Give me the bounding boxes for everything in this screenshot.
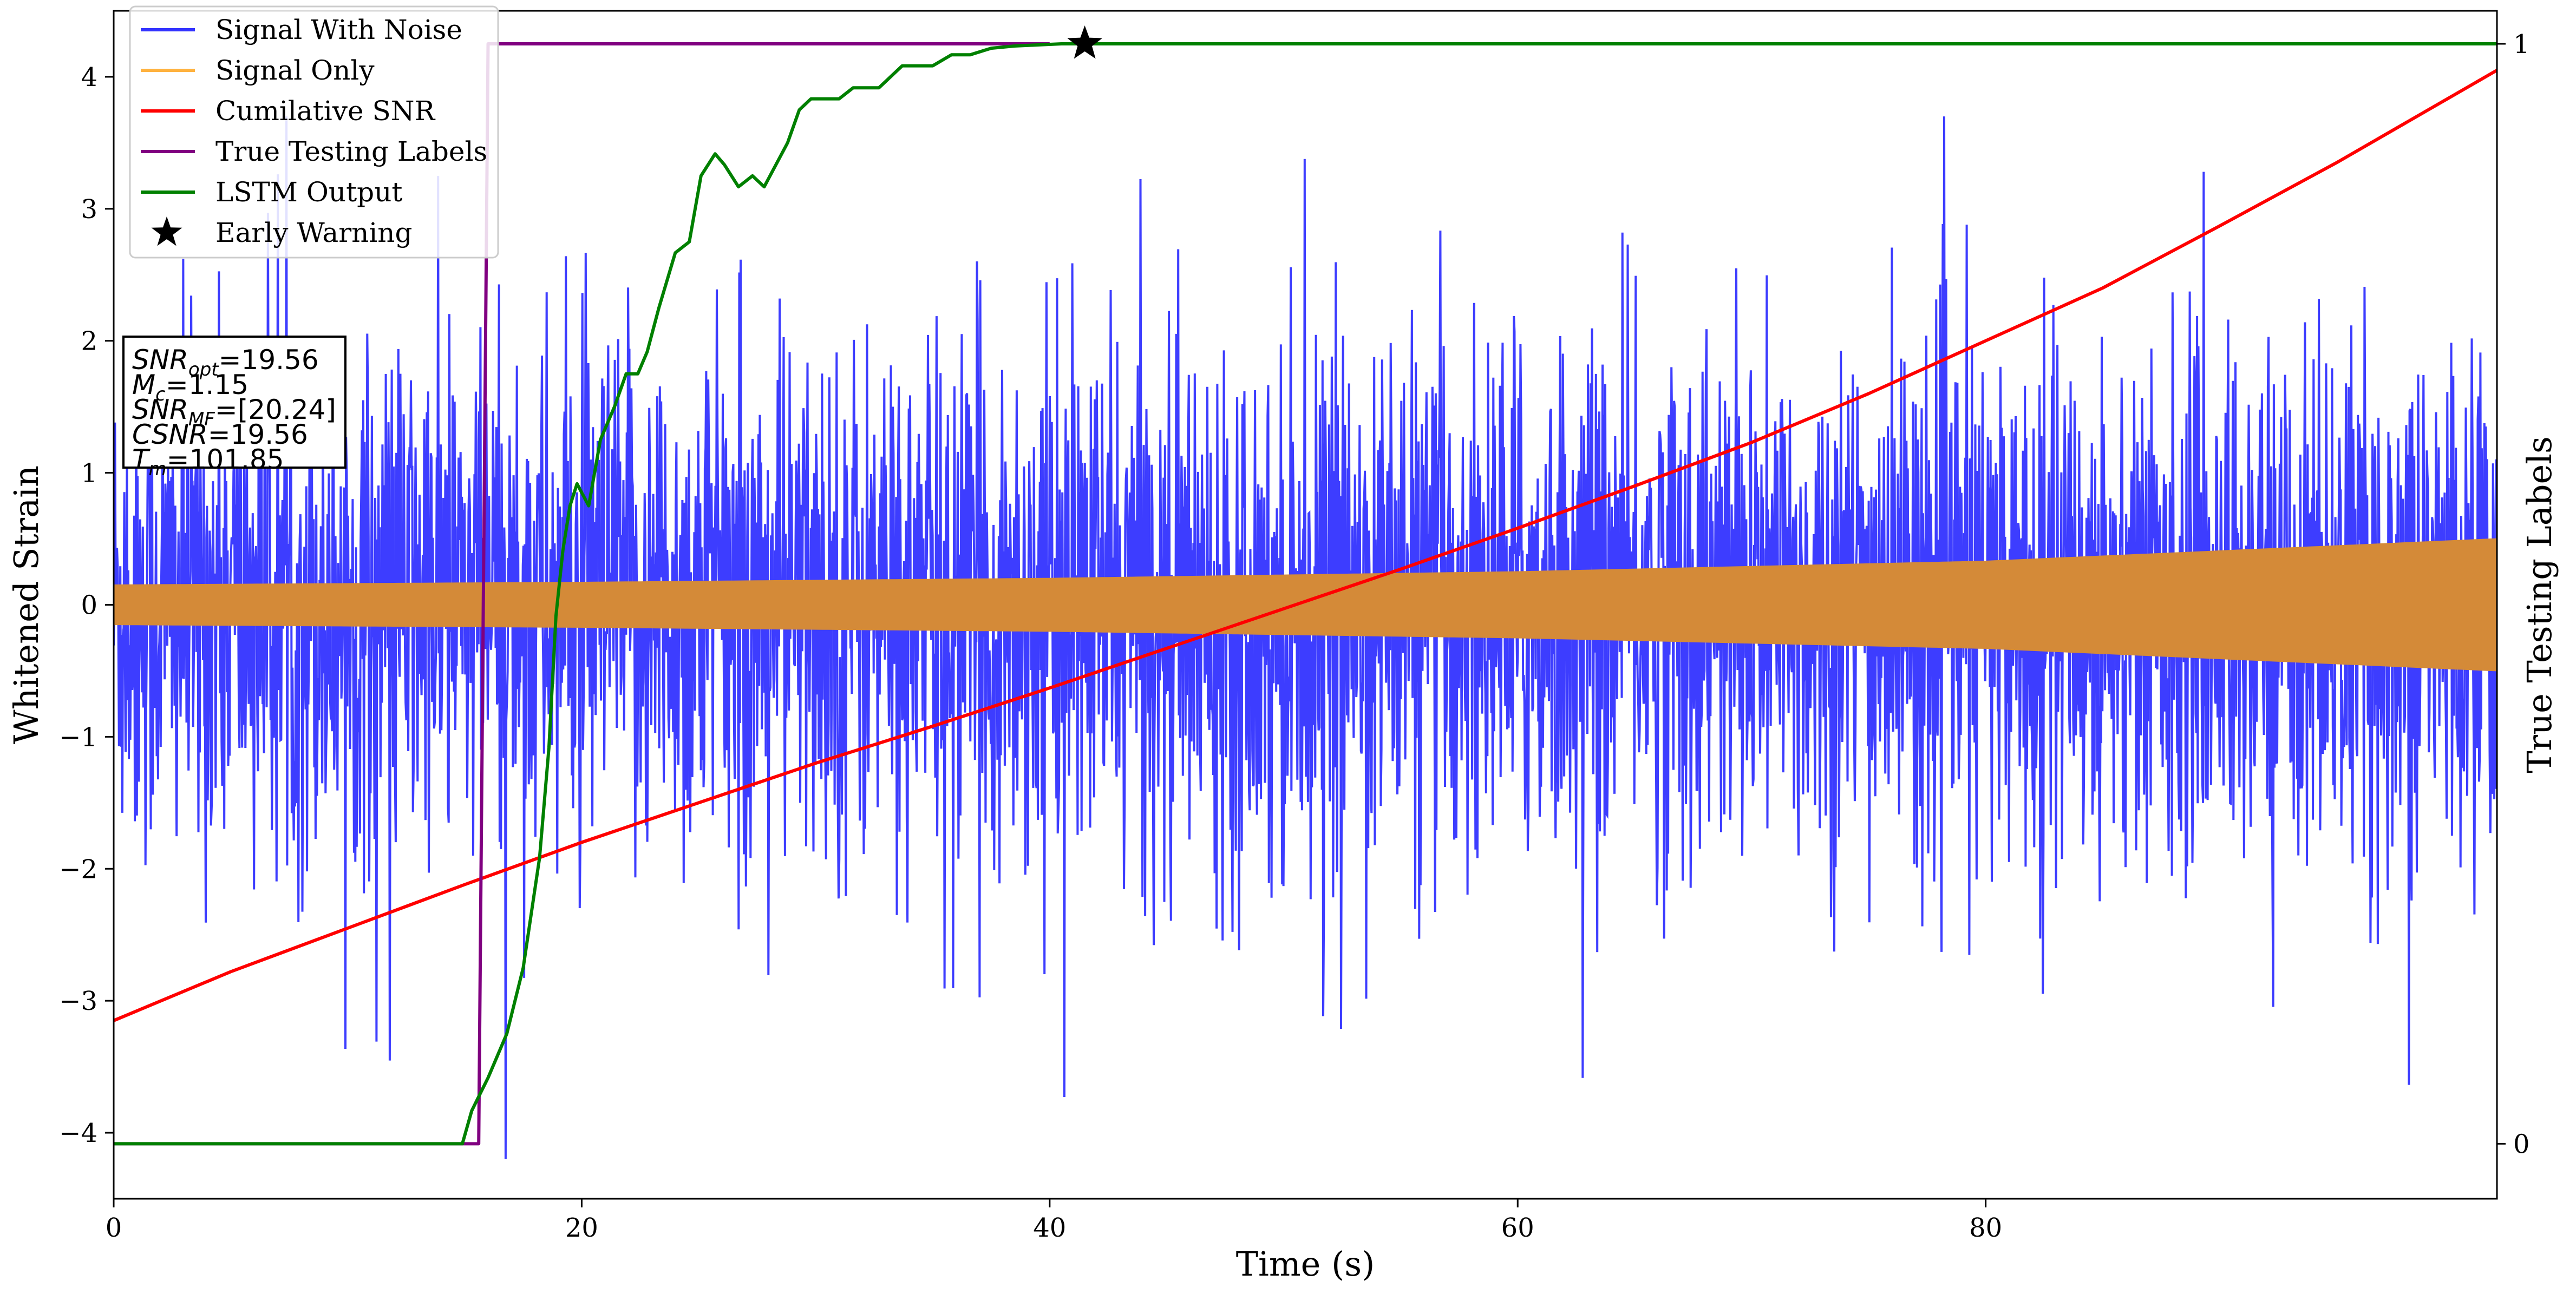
signal-only-series <box>114 538 2497 672</box>
y-tick-label: 0 <box>81 590 97 621</box>
y-tick-label: 3 <box>81 194 97 225</box>
y-tick-label: 4 <box>81 62 97 93</box>
x-axis: 0 20 40 60 80 <box>106 1199 2002 1243</box>
y-right-tick-label: 1 <box>2513 29 2530 60</box>
y-tick-label: 2 <box>81 326 97 357</box>
info-box-row: CSNR=19.56 <box>132 419 308 450</box>
x-tick-label: 40 <box>1033 1213 1066 1243</box>
y-axis-right-label: True Testing Labels <box>2520 436 2559 773</box>
legend-label: LSTM Output <box>215 176 402 208</box>
early-warning-marker <box>1067 25 1102 59</box>
marker-layer <box>1067 25 1102 59</box>
x-tick-label: 60 <box>1501 1213 1534 1243</box>
x-tick-label: 20 <box>565 1213 598 1243</box>
y-tick-label: −4 <box>59 1118 97 1148</box>
legend-label: Signal Only <box>215 55 375 86</box>
x-axis-label: Time (s) <box>1236 1244 1375 1284</box>
cumulative-snr-line <box>114 69 2497 1022</box>
y-axis-right: 01 <box>2497 29 2530 1159</box>
info-box-row: SNRMF=[20.24] <box>132 394 336 430</box>
y-axis-left: −4 −3 −2 −1 0 1 2 3 4 <box>59 62 114 1148</box>
y-tick-label: −2 <box>59 854 97 884</box>
signal-only-band <box>114 538 2497 672</box>
info-box: SNRopt=19.56Mc=1.15SNRMF=[20.24]CSNR=19.… <box>122 336 346 480</box>
legend-label: Early Warning <box>215 217 413 248</box>
y-tick-label: 1 <box>81 458 97 489</box>
info-box-frame <box>122 336 346 469</box>
line-series-layer <box>114 42 2497 1146</box>
legend-star-marker <box>151 216 182 246</box>
legend-label: True Testing Labels <box>215 136 487 167</box>
y-tick-label: −1 <box>59 722 97 752</box>
x-tick-label: 80 <box>1969 1213 2002 1243</box>
y-tick-label: −3 <box>59 986 97 1016</box>
legend-label: Cumilative SNR <box>215 95 435 127</box>
legend: Signal With Noise Signal Only Cumilative S… <box>129 5 499 259</box>
info-box-row: Tm=101.85 <box>132 444 284 480</box>
x-tick-label: 0 <box>106 1213 122 1243</box>
y-right-tick-label: 0 <box>2513 1129 2530 1159</box>
lstm-output-line <box>114 42 2497 1146</box>
info-box-row: SNRopt=19.56 <box>132 344 319 380</box>
legend-frame <box>129 5 499 259</box>
legend-label: Signal With Noise <box>215 14 462 45</box>
info-box-row: Mc=1.15 <box>132 369 249 405</box>
y-axis-label: Whitened Strain <box>6 465 46 744</box>
